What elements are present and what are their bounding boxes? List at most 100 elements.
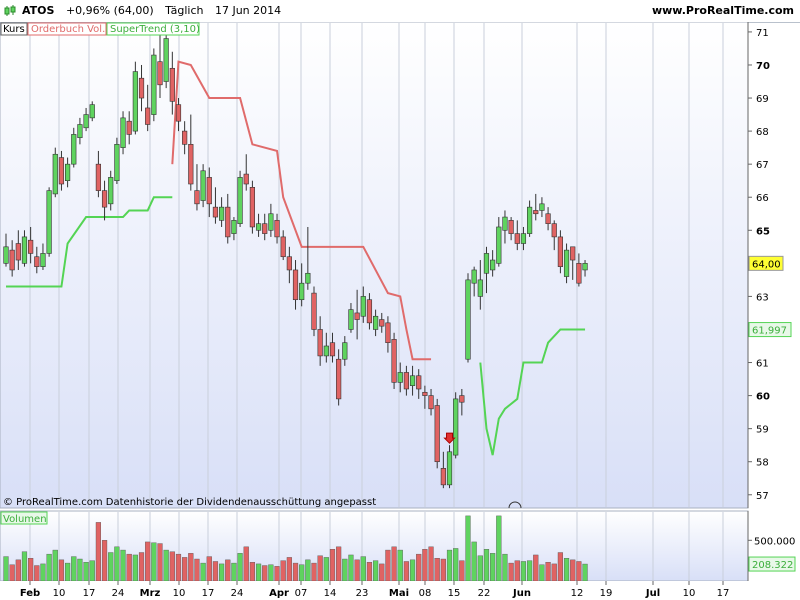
candle-body[interactable] [329, 342, 336, 357]
candle-body[interactable] [502, 216, 508, 231]
candle-body[interactable] [77, 124, 83, 139]
candle-body[interactable] [138, 77, 145, 99]
candle-body[interactable] [514, 233, 520, 244]
volume-bar [255, 563, 262, 582]
candle-body[interactable] [169, 67, 175, 102]
candle-body[interactable] [409, 375, 416, 386]
candle-body[interactable] [545, 213, 551, 224]
candle-body[interactable] [305, 272, 311, 284]
candle-body[interactable] [268, 213, 274, 231]
candle-body[interactable] [471, 269, 477, 284]
candle-body[interactable] [508, 220, 514, 234]
candle-body[interactable] [551, 223, 557, 238]
candle-body[interactable] [225, 206, 231, 238]
candle-body[interactable] [65, 163, 71, 181]
candle-body[interactable] [397, 372, 403, 383]
candle-body[interactable] [58, 157, 65, 185]
candle-body[interactable] [360, 296, 366, 317]
candle-body[interactable] [95, 163, 101, 191]
candle-body[interactable] [175, 104, 182, 122]
candle-body[interactable] [188, 144, 194, 185]
candle-body[interactable] [108, 177, 114, 205]
candle-body[interactable] [40, 253, 46, 267]
candle-body[interactable] [274, 220, 280, 238]
candle-body[interactable] [132, 71, 138, 132]
candle-body[interactable] [453, 398, 459, 456]
candle-body[interactable] [299, 282, 305, 301]
candle-body[interactable] [434, 405, 440, 463]
candle-body[interactable] [9, 249, 15, 271]
candle-body[interactable] [28, 239, 34, 254]
candle-body[interactable] [101, 190, 108, 208]
candle-body[interactable] [83, 114, 89, 129]
candle-body[interactable] [490, 259, 496, 271]
candle-body[interactable] [336, 358, 342, 400]
candle-body[interactable] [422, 391, 428, 396]
candle-body[interactable] [354, 312, 360, 320]
candle-body[interactable] [570, 246, 576, 261]
candle-body[interactable] [52, 153, 58, 195]
candle-body[interactable] [557, 236, 563, 267]
candle-body[interactable] [249, 187, 256, 228]
candle-body[interactable] [539, 203, 545, 211]
pane-resize-handle-icon[interactable] [508, 501, 522, 509]
candle-body[interactable] [563, 249, 570, 277]
candle-body[interactable] [286, 256, 292, 271]
candle-body[interactable] [372, 315, 379, 330]
candle-body[interactable] [385, 322, 391, 343]
candle-body[interactable] [391, 339, 397, 383]
candle-body[interactable] [526, 206, 533, 234]
candle-body[interactable] [194, 190, 200, 205]
candle-body[interactable] [403, 372, 410, 390]
candle-body[interactable] [262, 223, 268, 234]
candle-body[interactable] [219, 206, 225, 221]
candle-body[interactable] [446, 451, 453, 486]
candle-body[interactable] [145, 107, 151, 125]
candle-body[interactable] [342, 342, 348, 360]
candle-body[interactable] [379, 319, 385, 327]
candle-body[interactable] [416, 375, 422, 390]
candle-body[interactable] [292, 269, 299, 301]
candle-body[interactable] [348, 309, 354, 330]
candle-body[interactable] [440, 468, 446, 486]
volume-bar [317, 555, 323, 582]
candle-body[interactable] [46, 190, 52, 254]
candle-body[interactable] [477, 279, 483, 297]
candle-body[interactable] [533, 210, 539, 215]
candle-body[interactable] [89, 104, 95, 119]
candle-body[interactable] [120, 117, 126, 148]
candle-body[interactable] [255, 223, 262, 231]
candle-body[interactable] [231, 220, 237, 234]
candle-body[interactable] [459, 395, 465, 403]
candle-body[interactable] [366, 299, 373, 324]
candle-body[interactable] [576, 263, 582, 284]
candle-body[interactable] [163, 38, 169, 82]
candle-body[interactable] [34, 256, 40, 267]
candle-body[interactable] [151, 54, 157, 115]
candle-body[interactable] [3, 246, 9, 264]
candle-body[interactable] [71, 134, 77, 165]
candle-body[interactable] [317, 329, 323, 357]
candle-body[interactable] [237, 177, 243, 224]
candle-body[interactable] [182, 130, 188, 145]
candle-body[interactable] [200, 170, 206, 201]
candle-body[interactable] [582, 263, 588, 271]
candle-body[interactable] [311, 292, 317, 330]
candle-body[interactable] [126, 120, 132, 135]
candle-body[interactable] [21, 236, 28, 264]
candle-body[interactable] [520, 233, 527, 244]
candle-body[interactable] [323, 345, 329, 357]
candle-body[interactable] [428, 395, 434, 410]
candle-body[interactable] [15, 243, 21, 261]
candle-body[interactable] [280, 236, 286, 258]
price-chart[interactable]: 57585960616263646566676869707164,0061,99… [0, 22, 800, 600]
brand-link[interactable]: www.ProRealTime.com [651, 4, 794, 17]
candle-body[interactable] [465, 279, 471, 360]
candle-body[interactable] [243, 173, 249, 185]
candle-body[interactable] [157, 61, 163, 86]
candle-body[interactable] [483, 253, 490, 274]
candle-body[interactable] [206, 177, 212, 205]
candle-body[interactable] [496, 226, 502, 264]
candle-body[interactable] [212, 206, 219, 218]
candle-body[interactable] [114, 144, 120, 181]
